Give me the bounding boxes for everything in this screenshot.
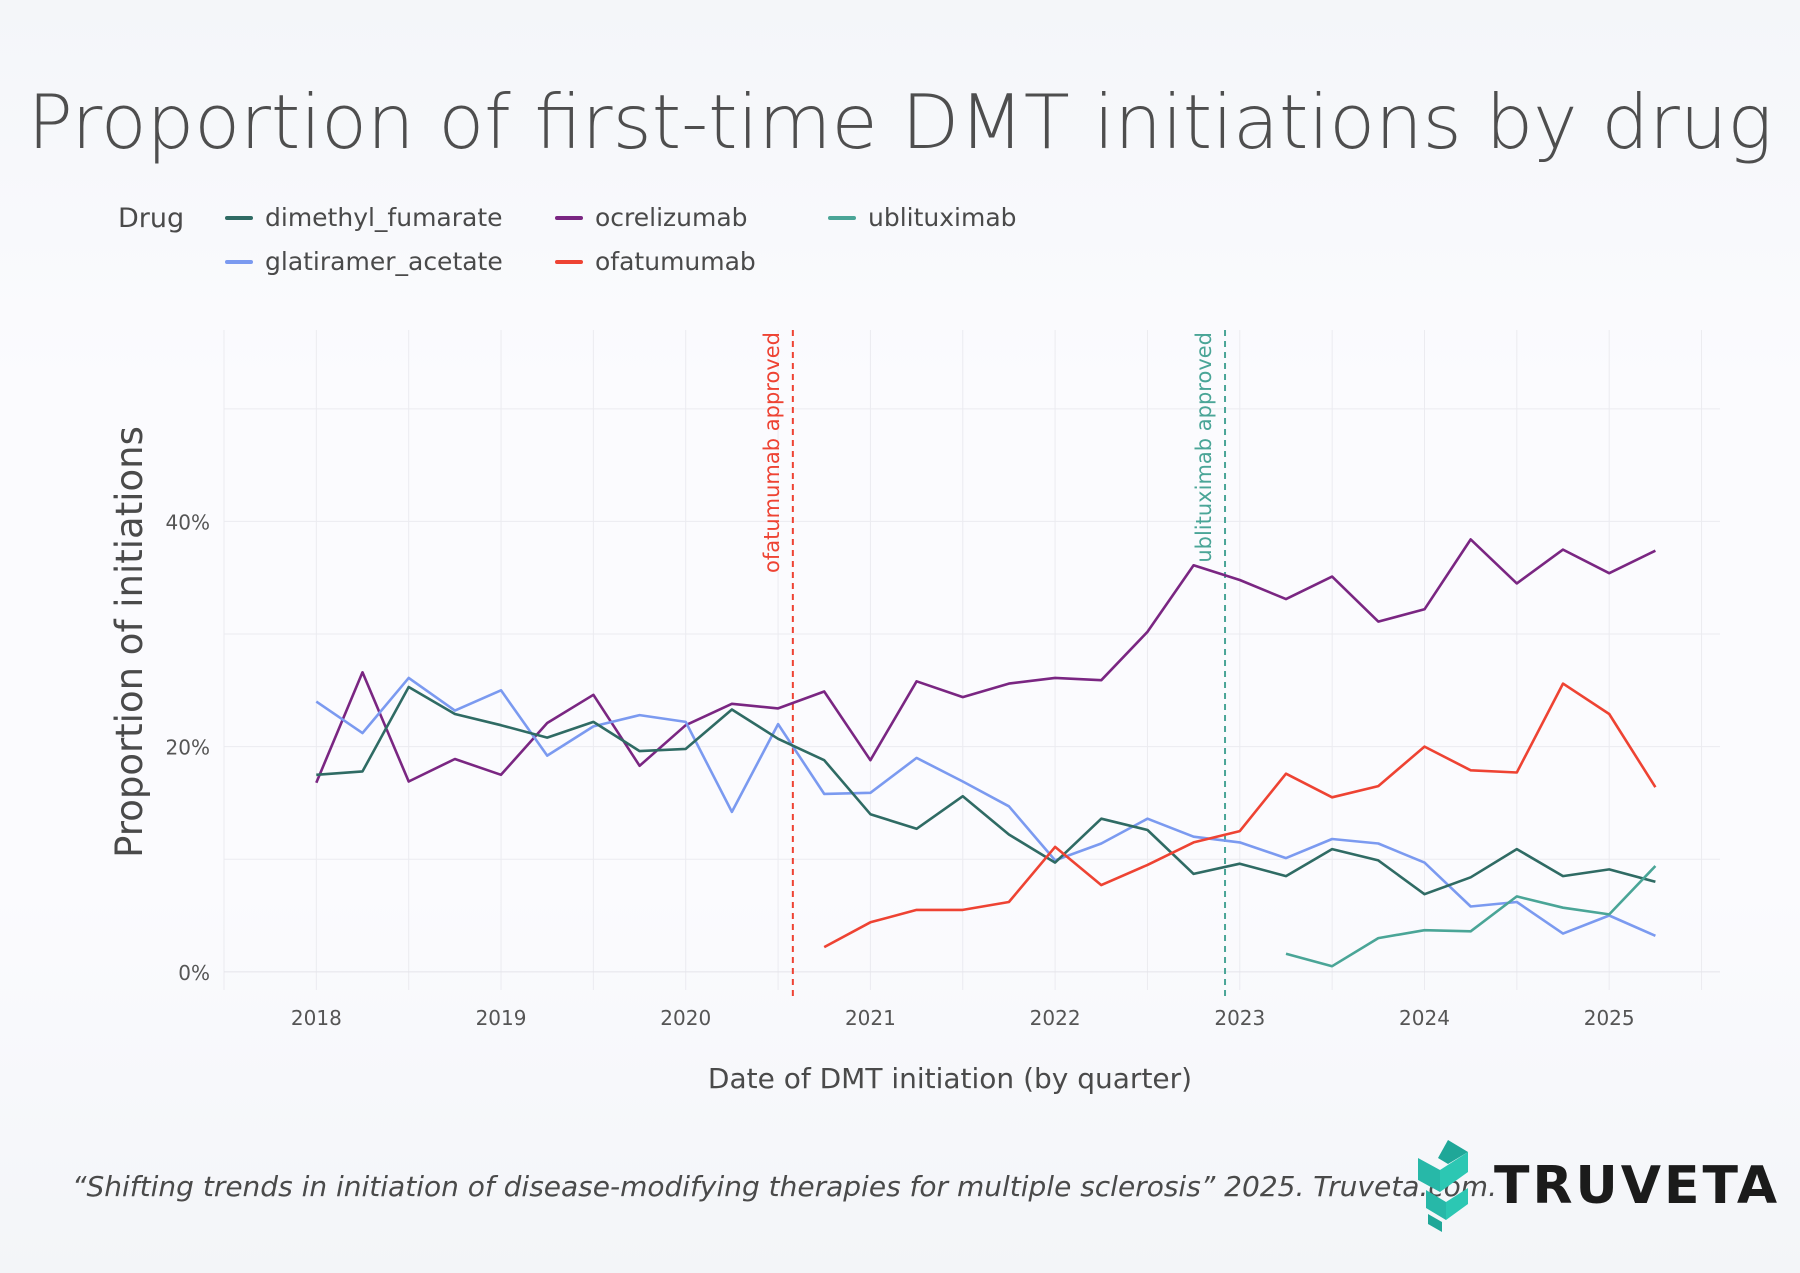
- legend-item-glatiramer-acetate[interactable]: glatiramer_acetate: [225, 247, 503, 276]
- x-tick-label: 2023: [1214, 1006, 1265, 1030]
- legend-label: ocrelizumab: [595, 203, 748, 232]
- y-tick-label: 0%: [178, 961, 210, 985]
- legend-label: ofatumumab: [595, 247, 756, 276]
- y-axis-title: Proportion of initiations: [108, 426, 151, 858]
- y-tick-label: 20%: [166, 736, 210, 760]
- legend-swatch: [828, 215, 856, 220]
- series-line-glatiramer-acetate: [315, 676, 1656, 937]
- truveta-logo-icon: [1418, 1140, 1468, 1232]
- legend-label: dimethyl_fumarate: [265, 203, 503, 232]
- series-line-ocrelizumab: [315, 538, 1656, 784]
- legend-label: glatiramer_acetate: [265, 247, 503, 276]
- x-tick-label: 2020: [660, 1006, 711, 1030]
- legend-title: Drug: [118, 203, 185, 234]
- citation-footer: “Shifting trends in initiation of diseas…: [72, 1170, 1497, 1203]
- x-axis-title: Date of DMT initiation (by quarter): [708, 1062, 1192, 1095]
- series-line-dimethyl-fumarate: [316, 685, 1656, 896]
- x-tick-label: 2021: [845, 1006, 896, 1030]
- approval-label: ofatumumab approved: [760, 332, 784, 573]
- logo-text: TRUVETA: [1494, 1156, 1781, 1216]
- legend-swatch: [555, 259, 583, 264]
- approval-label: ublituximab approved: [1192, 332, 1216, 563]
- legend-swatch: [225, 215, 253, 220]
- legend-item-dimethyl-fumarate[interactable]: dimethyl_fumarate: [225, 203, 503, 232]
- truveta-logo: TRUVETA: [1418, 1140, 1780, 1232]
- chart-title: Proportion of first-time DMT initiations…: [27, 78, 1773, 166]
- legend-item-ofatumumab[interactable]: ofatumumab: [555, 247, 756, 276]
- legend-item-ublituximab[interactable]: ublituximab: [828, 203, 1017, 232]
- x-tick-label: 2018: [291, 1006, 342, 1030]
- legend-swatch: [555, 215, 583, 220]
- x-tick-label: 2022: [1030, 1006, 1081, 1030]
- x-tick-label: 2024: [1399, 1006, 1450, 1030]
- series-line-ofatumumab: [823, 682, 1657, 949]
- legend-swatch: [225, 259, 253, 264]
- legend-label: ublituximab: [868, 203, 1017, 232]
- x-tick-label: 2019: [476, 1006, 527, 1030]
- x-tick-label: 2025: [1584, 1006, 1635, 1030]
- legend-item-ocrelizumab[interactable]: ocrelizumab: [555, 203, 748, 232]
- series-line-ublituximab: [1285, 865, 1657, 968]
- y-tick-label: 40%: [166, 510, 210, 534]
